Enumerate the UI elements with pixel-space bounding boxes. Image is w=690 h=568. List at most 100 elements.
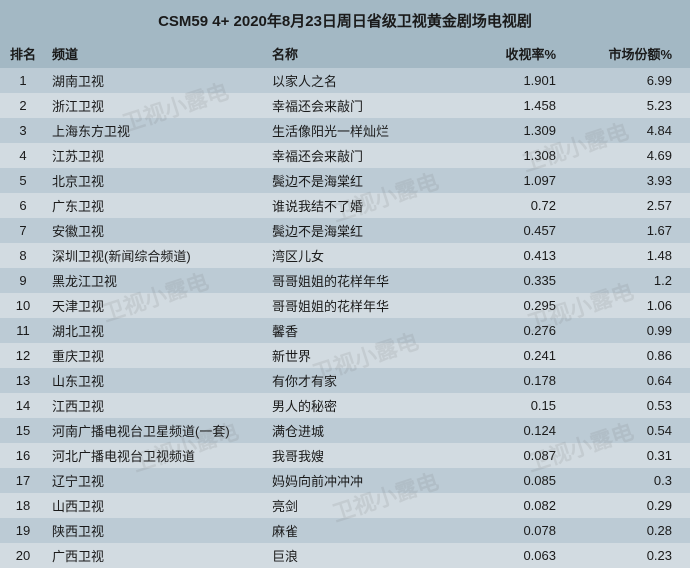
channel-cell: 北京卫视	[46, 168, 266, 193]
channel-cell: 重庆卫视	[46, 343, 266, 368]
share-cell: 0.53	[576, 393, 690, 418]
rating-cell: 0.085	[476, 468, 576, 493]
name-cell: 鬓边不是海棠红	[266, 218, 476, 243]
table-row: 12重庆卫视新世界0.2410.86	[0, 343, 690, 368]
rating-cell: 0.087	[476, 443, 576, 468]
rating-cell: 1.097	[476, 168, 576, 193]
rank-cell: 1	[0, 68, 46, 93]
table-row: 18山西卫视亮剑0.0820.29	[0, 493, 690, 518]
name-cell: 幸福还会来敲门	[266, 93, 476, 118]
name-cell: 妈妈向前冲冲冲	[266, 468, 476, 493]
name-cell: 馨香	[266, 318, 476, 343]
channel-cell: 河北广播电视台卫视频道	[46, 443, 266, 468]
share-cell: 4.84	[576, 118, 690, 143]
name-cell: 哥哥姐姐的花样年华	[266, 268, 476, 293]
table-row: 19陕西卫视麻雀0.0780.28	[0, 518, 690, 543]
rating-cell: 0.124	[476, 418, 576, 443]
rating-cell: 1.901	[476, 68, 576, 93]
rank-cell: 17	[0, 468, 46, 493]
rating-cell: 0.178	[476, 368, 576, 393]
channel-cell: 深圳卫视(新闻综合频道)	[46, 243, 266, 268]
share-cell: 6.99	[576, 68, 690, 93]
share-cell: 3.93	[576, 168, 690, 193]
rating-cell: 0.295	[476, 293, 576, 318]
channel-cell: 安徽卫视	[46, 218, 266, 243]
rating-cell: 1.308	[476, 143, 576, 168]
rating-cell: 0.276	[476, 318, 576, 343]
name-cell: 哥哥姐姐的花样年华	[266, 293, 476, 318]
col-rating: 收视率%	[476, 39, 576, 68]
share-cell: 1.67	[576, 218, 690, 243]
rank-cell: 16	[0, 443, 46, 468]
table-row: 13山东卫视有你才有家0.1780.64	[0, 368, 690, 393]
share-cell: 2.57	[576, 193, 690, 218]
rank-cell: 8	[0, 243, 46, 268]
table-row: 8深圳卫视(新闻综合频道)湾区儿女0.4131.48	[0, 243, 690, 268]
name-cell: 满仓进城	[266, 418, 476, 443]
rank-cell: 13	[0, 368, 46, 393]
share-cell: 0.28	[576, 518, 690, 543]
rating-cell: 0.241	[476, 343, 576, 368]
rank-cell: 9	[0, 268, 46, 293]
name-cell: 巨浪	[266, 543, 476, 568]
table-header-row: 排名 频道 名称 收视率% 市场份额%	[0, 39, 690, 68]
table-row: 20广西卫视巨浪0.0630.23	[0, 543, 690, 568]
name-cell: 谁说我结不了婚	[266, 193, 476, 218]
table-row: 15河南广播电视台卫星频道(一套)满仓进城0.1240.54	[0, 418, 690, 443]
share-cell: 0.54	[576, 418, 690, 443]
rank-cell: 7	[0, 218, 46, 243]
table-body: 1湖南卫视以家人之名1.9016.992浙江卫视幸福还会来敲门1.4585.23…	[0, 68, 690, 568]
name-cell: 男人的秘密	[266, 393, 476, 418]
table-row: 7安徽卫视鬓边不是海棠红0.4571.67	[0, 218, 690, 243]
share-cell: 4.69	[576, 143, 690, 168]
col-channel: 频道	[46, 39, 266, 68]
rank-cell: 6	[0, 193, 46, 218]
rank-cell: 4	[0, 143, 46, 168]
page-title: CSM59 4+ 2020年8月23日周日省级卫视黄金剧场电视剧	[0, 0, 690, 39]
table-row: 11湖北卫视馨香0.2760.99	[0, 318, 690, 343]
table-row: 10天津卫视哥哥姐姐的花样年华0.2951.06	[0, 293, 690, 318]
rank-cell: 18	[0, 493, 46, 518]
rating-cell: 0.063	[476, 543, 576, 568]
ratings-table: 排名 频道 名称 收视率% 市场份额% 1湖南卫视以家人之名1.9016.99 2…	[0, 39, 690, 568]
name-cell: 新世界	[266, 343, 476, 368]
share-cell: 0.3	[576, 468, 690, 493]
share-cell: 1.06	[576, 293, 690, 318]
rank-cell: 10	[0, 293, 46, 318]
name-cell: 幸福还会来敲门	[266, 143, 476, 168]
rank-cell: 15	[0, 418, 46, 443]
name-cell: 有你才有家	[266, 368, 476, 393]
share-cell: 5.23	[576, 93, 690, 118]
col-share: 市场份额%	[576, 39, 690, 68]
name-cell: 亮剑	[266, 493, 476, 518]
channel-cell: 上海东方卫视	[46, 118, 266, 143]
name-cell: 生活像阳光一样灿烂	[266, 118, 476, 143]
table-row: 5北京卫视鬓边不是海棠红1.0973.93	[0, 168, 690, 193]
rank-cell: 19	[0, 518, 46, 543]
share-cell: 0.29	[576, 493, 690, 518]
name-cell: 我哥我嫂	[266, 443, 476, 468]
name-cell: 鬓边不是海棠红	[266, 168, 476, 193]
channel-cell: 山西卫视	[46, 493, 266, 518]
channel-cell: 黑龙江卫视	[46, 268, 266, 293]
table-row: 6广东卫视谁说我结不了婚0.722.57	[0, 193, 690, 218]
share-cell: 0.31	[576, 443, 690, 468]
channel-cell: 广东卫视	[46, 193, 266, 218]
rating-cell: 0.335	[476, 268, 576, 293]
share-cell: 1.2	[576, 268, 690, 293]
channel-cell: 浙江卫视	[46, 93, 266, 118]
rating-cell: 0.082	[476, 493, 576, 518]
rating-cell: 0.72	[476, 193, 576, 218]
channel-cell: 陕西卫视	[46, 518, 266, 543]
table-row: 14江西卫视男人的秘密0.150.53	[0, 393, 690, 418]
share-cell: 0.64	[576, 368, 690, 393]
channel-cell: 湖南卫视	[46, 68, 266, 93]
table-row: 1湖南卫视以家人之名1.9016.99	[0, 68, 690, 93]
rank-cell: 3	[0, 118, 46, 143]
name-cell: 湾区儿女	[266, 243, 476, 268]
rating-cell: 1.309	[476, 118, 576, 143]
rank-cell: 5	[0, 168, 46, 193]
rating-cell: 0.413	[476, 243, 576, 268]
share-cell: 0.86	[576, 343, 690, 368]
name-cell: 以家人之名	[266, 68, 476, 93]
